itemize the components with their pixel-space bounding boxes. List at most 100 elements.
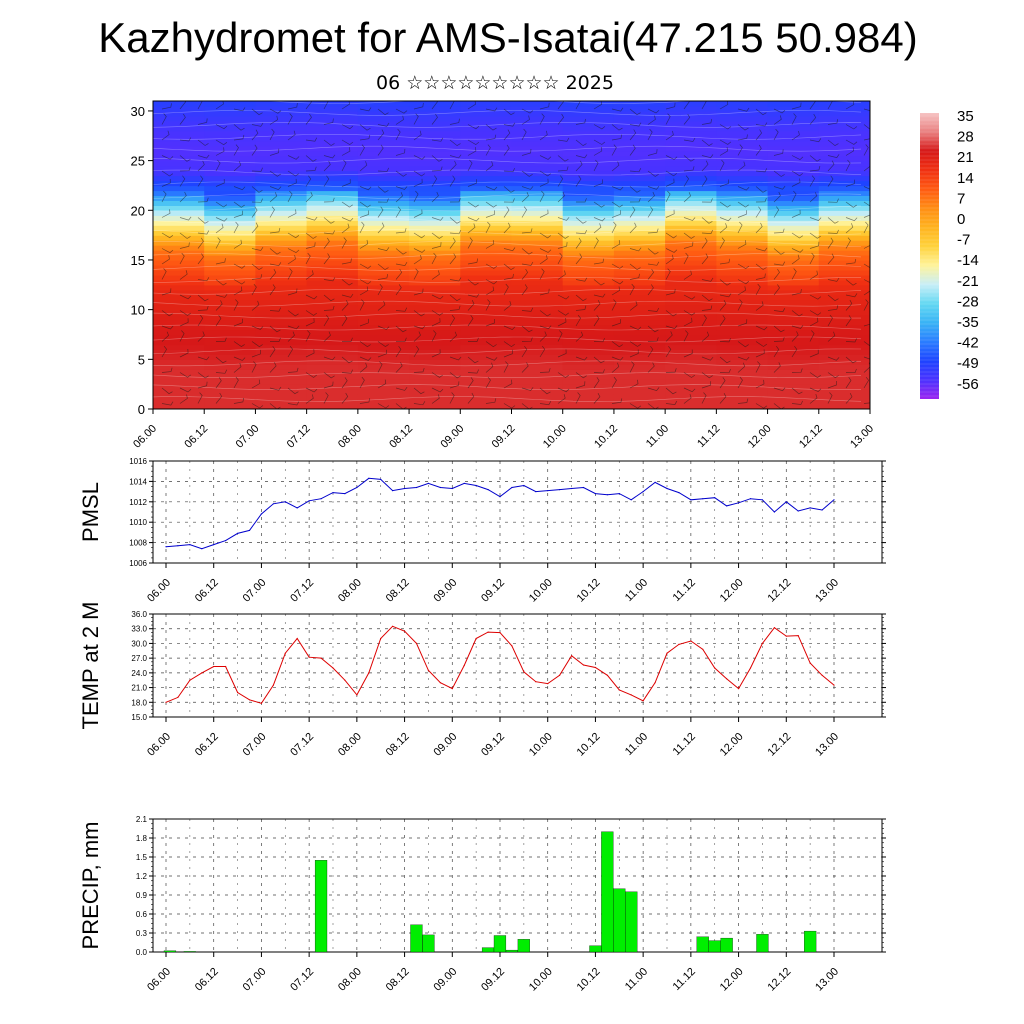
temp-point	[702, 648, 704, 650]
heatmap-cell	[204, 250, 256, 256]
wind-barb	[341, 293, 354, 298]
heatmap-cell	[716, 279, 769, 286]
heatmap-cell	[716, 269, 769, 276]
heatmap-cell	[665, 190, 717, 196]
temp-point	[833, 684, 835, 686]
heatmap-cell	[665, 110, 717, 117]
wind-barb	[251, 403, 264, 409]
wind-barb	[485, 210, 495, 218]
wind-barb	[377, 122, 390, 127]
wind-barb	[485, 263, 498, 269]
wind-barb	[755, 361, 761, 373]
heatmap-cell	[306, 389, 359, 395]
heatmap-cell	[204, 384, 256, 390]
precip-bar	[410, 924, 423, 953]
wind-barb	[197, 230, 210, 235]
heatmap-cell	[460, 165, 513, 172]
heatmap-cell	[255, 125, 308, 132]
temp-point	[499, 632, 501, 634]
heatmap-cell	[665, 364, 717, 370]
heatmap-cell	[306, 140, 359, 147]
heatmap-cell	[255, 150, 308, 157]
wind-barb	[863, 341, 870, 347]
wind-barb	[377, 325, 390, 330]
heatmap-cell	[255, 329, 308, 336]
wind-barb	[359, 362, 368, 373]
y-tick-label: 15.0	[131, 713, 147, 722]
wind-barb	[467, 223, 476, 234]
wind-barb	[593, 314, 600, 327]
wind-barb	[233, 362, 242, 373]
heatmap-cell	[204, 399, 256, 405]
wind-barb	[485, 124, 497, 131]
heatmap-cell	[204, 304, 256, 311]
heatmap-cell	[511, 294, 564, 301]
heatmap-cell	[716, 319, 769, 326]
pmsl-point	[415, 486, 418, 489]
wind-barb	[503, 108, 515, 116]
heatmap-cell	[153, 379, 205, 385]
heatmap-cell	[767, 165, 820, 172]
heatmap-cell	[767, 245, 820, 251]
heatmap-cell	[357, 145, 410, 152]
heatmap-cell	[357, 101, 410, 107]
wind-barb	[845, 139, 858, 145]
wind-barb	[809, 175, 816, 187]
heatmap-cell	[818, 190, 870, 196]
temp-point	[272, 684, 274, 686]
wind-barb	[593, 279, 605, 286]
heatmap-cell	[511, 215, 564, 221]
heatmap-cell	[716, 240, 769, 246]
heatmap-cell	[204, 175, 256, 182]
heatmap-cell	[767, 299, 820, 306]
heatmap-cell	[460, 389, 513, 395]
heatmap-cell	[255, 319, 308, 326]
temp-point	[225, 665, 227, 668]
heatmap-cell	[306, 170, 359, 177]
wind-barb	[215, 217, 228, 222]
pmsl-point	[284, 501, 286, 503]
wind-barb	[269, 108, 282, 114]
heatmap-cell	[511, 349, 564, 355]
heatmap-cell	[511, 389, 564, 395]
wind-barb	[305, 232, 317, 239]
heatmap-cell	[716, 374, 769, 380]
heatmap-cell	[204, 255, 256, 261]
wind-barb	[593, 201, 605, 208]
heatmap-cell	[767, 389, 820, 395]
heatmap-cell	[511, 264, 564, 271]
pmsl-point	[714, 497, 716, 499]
wind-barb	[611, 279, 624, 285]
heatmap-cell	[409, 374, 461, 380]
pmsl-point	[678, 492, 680, 494]
heatmap-cell	[511, 130, 564, 137]
y-tick-label: 5	[138, 352, 145, 367]
temp-point	[738, 688, 740, 690]
heatmap-cell	[716, 220, 769, 226]
heatmap-cell	[818, 200, 870, 206]
pmsl-point	[535, 491, 537, 493]
wind-barb	[467, 369, 480, 374]
heatmap-cell	[562, 205, 615, 211]
precip-bar	[756, 934, 769, 953]
wind-barb	[845, 101, 855, 110]
heatmap-cell	[306, 289, 359, 296]
x-tick-label: 12.00	[746, 423, 774, 451]
wind-barb	[647, 170, 659, 177]
heatmap-cell	[255, 369, 308, 375]
wind-barb	[341, 147, 351, 156]
heatmap-cell	[204, 230, 256, 236]
wind-barb	[431, 232, 443, 239]
heatmap-cell	[818, 210, 870, 216]
wind-barb	[593, 101, 603, 110]
heatmap-cell	[409, 150, 461, 157]
pmsl-point	[451, 487, 453, 490]
colorbar-label: -56	[957, 376, 979, 393]
wind-barb	[809, 252, 815, 265]
heatmap-cell	[409, 240, 461, 246]
wind-barb	[485, 201, 497, 208]
wind-barb	[647, 307, 660, 312]
x-tick-label: 08.00	[336, 577, 364, 605]
wind-barb	[431, 191, 439, 203]
wind-barb	[683, 113, 691, 125]
